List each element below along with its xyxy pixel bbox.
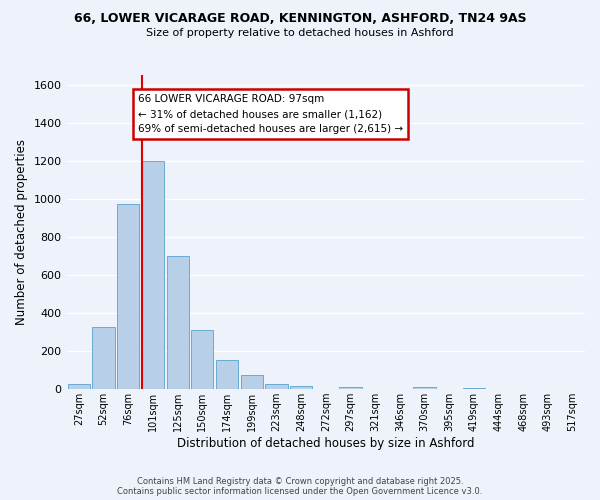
Bar <box>413 388 436 389</box>
X-axis label: Distribution of detached houses by size in Ashford: Distribution of detached houses by size … <box>177 437 475 450</box>
Bar <box>463 388 485 389</box>
Bar <box>340 388 362 389</box>
Text: 66 LOWER VICARAGE ROAD: 97sqm
← 31% of detached houses are smaller (1,162)
69% o: 66 LOWER VICARAGE ROAD: 97sqm ← 31% of d… <box>138 94 403 134</box>
Bar <box>117 204 139 389</box>
Bar <box>216 360 238 389</box>
Y-axis label: Number of detached properties: Number of detached properties <box>15 139 28 325</box>
Bar <box>265 384 287 389</box>
Text: Size of property relative to detached houses in Ashford: Size of property relative to detached ho… <box>146 28 454 38</box>
Bar <box>191 330 214 389</box>
Bar <box>290 386 312 389</box>
Text: Contains public sector information licensed under the Open Government Licence v3: Contains public sector information licen… <box>118 487 482 496</box>
Bar <box>167 256 189 389</box>
Bar <box>68 384 90 389</box>
Bar <box>241 375 263 389</box>
Bar <box>142 160 164 389</box>
Text: 66, LOWER VICARAGE ROAD, KENNINGTON, ASHFORD, TN24 9AS: 66, LOWER VICARAGE ROAD, KENNINGTON, ASH… <box>74 12 526 26</box>
Text: Contains HM Land Registry data © Crown copyright and database right 2025.: Contains HM Land Registry data © Crown c… <box>137 477 463 486</box>
Bar <box>92 328 115 389</box>
